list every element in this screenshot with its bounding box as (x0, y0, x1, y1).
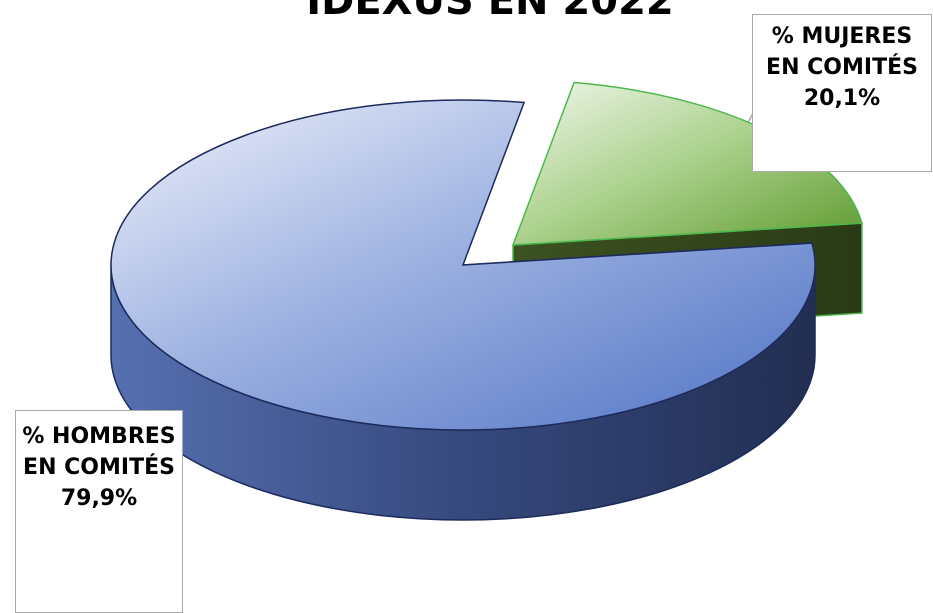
data-label-box: % MUJERES EN COMITÉS 20,1% (752, 14, 932, 172)
data-label-box: % HOMBRES EN COMITÉS 79,9% (15, 410, 183, 613)
chart-title: IDEXUS EN 2022 (306, 0, 674, 24)
value-label: 20,1% (803, 86, 881, 111)
slice (110, 99, 816, 431)
slice-label: % MUJERES EN COMITÉS (766, 24, 918, 80)
value-label: 79,9% (60, 486, 138, 511)
slice-label: % HOMBRES EN COMITÉS (22, 424, 176, 480)
